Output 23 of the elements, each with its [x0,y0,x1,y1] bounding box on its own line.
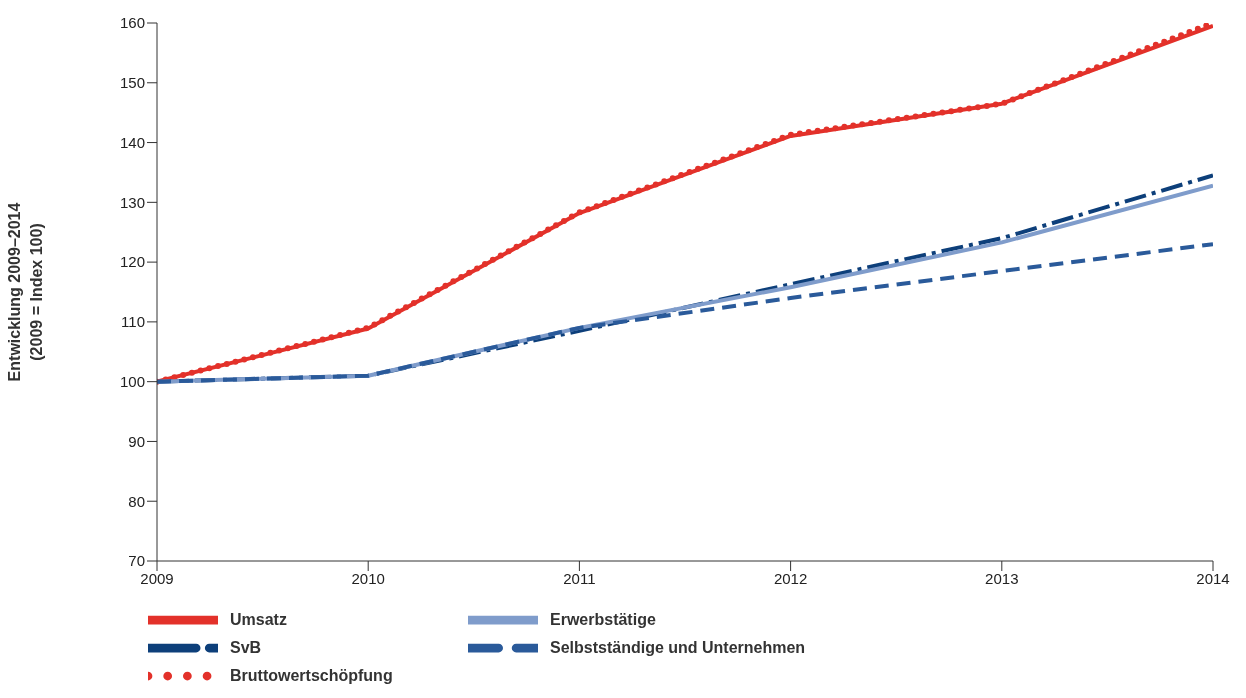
y-tick-label: 150 [119,74,145,92]
x-tick-label: 2009 [140,569,174,587]
x-tick-label: 2012 [773,569,808,587]
y-tick-label: 100 [119,372,145,390]
legend-label: Umsatz [230,611,287,628]
line-series [157,242,1213,384]
y-tick-label: 160 [119,14,145,32]
y-axis-title: Entwicklung 2009–2014 (2009 = Index 100) [6,202,45,382]
legend-label: Selbstständige und Unternehmen [550,639,806,656]
y-tick-label: 120 [119,253,145,271]
y-tick-label: 110 [121,313,145,331]
y-tick-label: 130 [119,193,145,211]
x-tick-label: 2013 [985,569,1019,587]
legend-label: SvB [230,639,262,656]
x-tick-label: 2011 [563,569,596,587]
x-tick-label: 2010 [351,569,385,587]
legend-label: Bruttowertschöpfung [230,667,393,684]
x-tick-label: 2014 [1196,569,1230,587]
y-tick-label: 90 [128,432,145,450]
legend-label: Erwerbstätige [550,611,656,628]
y-tick-label: 70 [128,552,145,570]
y-tick-label: 140 [119,133,145,151]
y-tick-label: 80 [128,492,145,510]
